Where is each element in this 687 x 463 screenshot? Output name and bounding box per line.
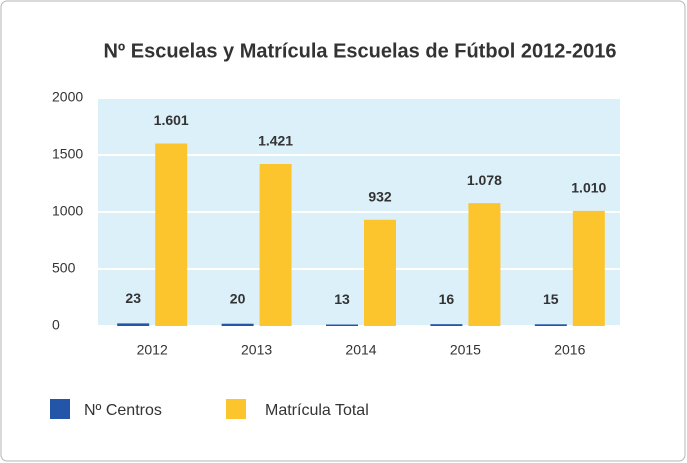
bar (468, 203, 501, 326)
value-label: 23 (125, 290, 141, 306)
value-label: 1.010 (571, 180, 606, 196)
value-label: 1.078 (467, 172, 502, 188)
x-tick-label: 2014 (345, 342, 376, 358)
value-label: 20 (230, 290, 246, 306)
legend-label: Matrícula Total (265, 402, 369, 419)
bar (259, 164, 292, 326)
legend-swatch (50, 399, 70, 419)
x-tick-label: 2013 (241, 342, 272, 358)
value-label: 1.421 (258, 133, 293, 149)
value-label: 1.601 (154, 112, 189, 128)
bar (117, 323, 150, 326)
x-tick-label: 2015 (450, 342, 481, 358)
value-label: 15 (543, 291, 559, 307)
value-label: 13 (334, 291, 350, 307)
y-tick-label: 0 (52, 317, 60, 333)
bar (572, 210, 605, 326)
bar (430, 324, 463, 326)
y-tick-label: 1500 (52, 146, 83, 162)
y-tick-label: 1000 (52, 203, 83, 219)
chart-title: Nº Escuelas y Matrícula Escuelas de Fútb… (103, 40, 616, 62)
bar (221, 323, 254, 326)
bar (534, 324, 567, 326)
value-label: 16 (439, 291, 455, 307)
bar (364, 219, 396, 326)
y-tick-label: 2000 (52, 89, 83, 105)
bar (155, 143, 188, 326)
x-tick-label: 2012 (137, 342, 168, 358)
legend-swatch (226, 399, 246, 419)
value-label: 932 (368, 188, 392, 204)
legend-label: Nº Centros (84, 402, 162, 419)
x-tick-label: 2016 (554, 342, 585, 358)
y-tick-label: 500 (52, 260, 76, 276)
bar (326, 324, 358, 326)
